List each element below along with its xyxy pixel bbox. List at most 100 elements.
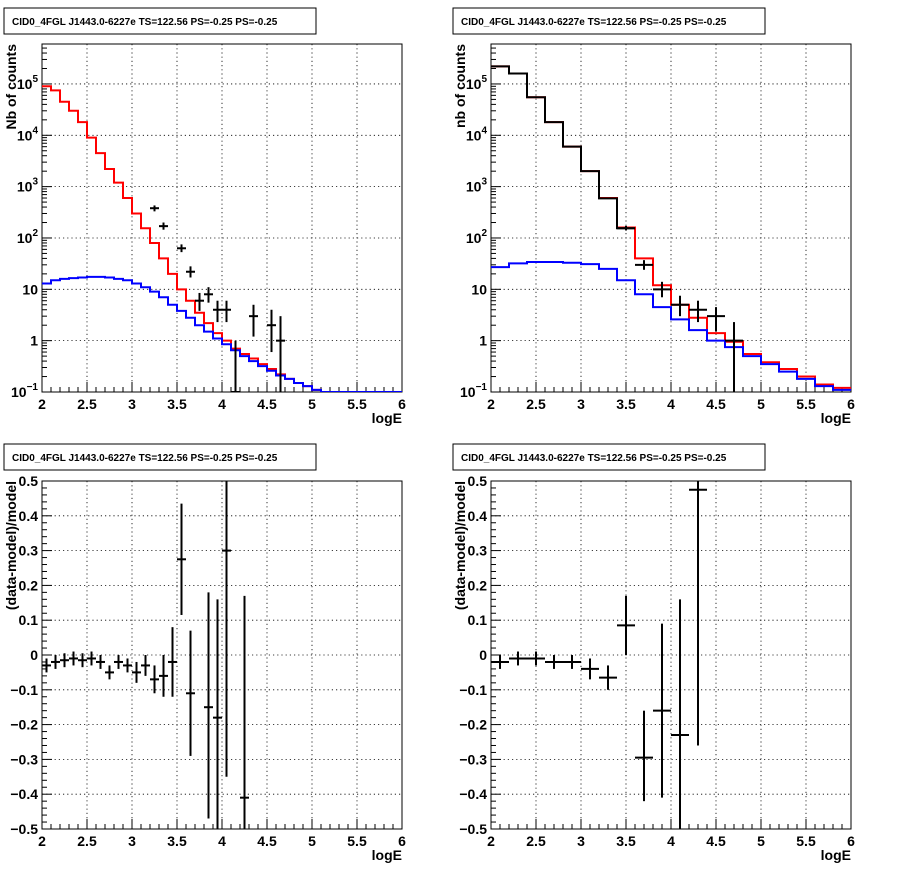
y-tick-label: −0.5	[10, 821, 38, 837]
y-tick-label: 1	[479, 333, 487, 349]
x-tick-label: 2	[38, 396, 46, 412]
series-2-step-line	[491, 65, 635, 230]
data-point	[231, 340, 240, 392]
x-tick-label: 2.5	[77, 833, 97, 849]
x-tick-label: 2.5	[526, 833, 546, 849]
y-tick-exponent: −1	[476, 382, 488, 393]
data-point	[150, 205, 159, 212]
data-point	[96, 655, 105, 669]
y-tick-label: 10−1	[460, 382, 487, 400]
chart-title: CID0_4FGL J1443.0-6227e TS=122.56 PS=-0.…	[12, 17, 278, 28]
x-tick-label: 2	[38, 833, 46, 849]
y-tick-label: 102	[17, 228, 39, 246]
y-tick-label: −0.1	[459, 682, 487, 698]
y-tick-exponent: 2	[481, 228, 487, 239]
y-tick-label: 0.3	[19, 543, 39, 559]
data-point	[213, 300, 222, 323]
y-tick-label: 0.5	[468, 473, 488, 489]
plot-frame	[490, 43, 852, 393]
data-point	[51, 655, 60, 669]
x-tick-label: 3.5	[616, 833, 636, 849]
data-point	[267, 309, 276, 353]
data-point	[276, 316, 285, 392]
x-tick-label: 4	[218, 833, 226, 849]
data-point	[617, 225, 635, 231]
y-tick-base: 10	[11, 384, 27, 400]
spec_right-pad: CID0_4FGL J1443.0-6227e TS=122.56 PS=-0.…	[452, 7, 855, 426]
y-tick-label: 0.1	[19, 612, 39, 628]
data-point	[509, 651, 527, 666]
series-1-step-line	[42, 275, 402, 392]
y-tick-exponent: 5	[481, 74, 487, 85]
data-point	[69, 651, 78, 666]
x-tick-label: 3.5	[167, 833, 187, 849]
y-tick-label: 1	[30, 333, 38, 349]
data-point	[617, 595, 635, 655]
y-tick-label: −0.3	[10, 751, 38, 767]
y-tick-label: 0.3	[468, 543, 488, 559]
data-point	[671, 295, 689, 317]
data-point	[159, 655, 168, 697]
y-tick-label: 0	[30, 647, 38, 663]
plot-area	[42, 85, 402, 392]
data-point	[159, 222, 168, 230]
x-tick-label: 4	[667, 833, 675, 849]
x-tick-label: 5	[308, 396, 316, 412]
y-tick-exponent: −1	[27, 382, 39, 393]
data-point	[653, 281, 671, 298]
y-axis-title: (data-model)/model	[452, 481, 468, 610]
data-point	[177, 244, 186, 253]
resid_left-pad: CID0_4FGL J1443.0-6227e TS=122.56 PS=-0.…	[3, 443, 406, 863]
y-tick-label: 0.2	[19, 577, 39, 593]
plot-frame	[490, 480, 852, 830]
y-tick-label: 0.4	[19, 508, 39, 524]
x-tick-label: 6	[847, 396, 855, 412]
y-tick-label: 104	[466, 125, 488, 143]
x-tick-label: 2	[487, 396, 495, 412]
x-tick-label: 4.5	[706, 833, 726, 849]
plot-area	[491, 481, 707, 829]
y-axis-title: Nb of counts	[3, 44, 19, 130]
data-point	[653, 623, 671, 798]
y-tick-label: −0.2	[10, 717, 38, 733]
series-1-step-line	[491, 261, 851, 391]
x-axis-title: logE	[372, 847, 402, 863]
plot-area	[491, 65, 851, 392]
data-point	[240, 595, 249, 829]
data-point	[132, 661, 141, 683]
data-point	[581, 658, 599, 680]
y-tick-label: 10−1	[11, 382, 38, 400]
y-tick-base: 10	[17, 76, 33, 92]
data-point	[141, 655, 150, 676]
y-tick-label: 102	[466, 228, 488, 246]
data-point	[635, 260, 653, 270]
x-axis-title: logE	[821, 410, 851, 426]
y-tick-base: 10	[466, 230, 482, 246]
y-tick-label: 0.4	[468, 508, 488, 524]
x-tick-label: 2.5	[526, 396, 546, 412]
data-point	[222, 300, 231, 323]
x-tick-label: 6	[398, 396, 406, 412]
chart-title: CID0_4FGL J1443.0-6227e TS=122.56 PS=-0.…	[461, 17, 727, 28]
y-tick-label: 105	[17, 74, 39, 92]
x-tick-label: 6	[847, 833, 855, 849]
y-tick-label: 103	[17, 177, 39, 195]
y-tick-label: 104	[17, 125, 39, 143]
y-tick-label: 0.2	[468, 577, 488, 593]
data-point	[671, 599, 689, 829]
y-tick-label: −0.4	[459, 786, 487, 802]
data-point	[87, 651, 96, 666]
y-tick-label: −0.5	[459, 821, 487, 837]
data-point	[42, 658, 51, 673]
y-tick-base: 10	[17, 230, 33, 246]
y-tick-label: 0.5	[19, 473, 39, 489]
data-point	[213, 599, 222, 829]
y-tick-exponent: 4	[481, 125, 487, 136]
x-tick-label: 5.5	[796, 396, 816, 412]
x-tick-label: 3	[128, 833, 136, 849]
y-tick-label: −0.2	[459, 717, 487, 733]
y-tick-base: 10	[466, 179, 482, 195]
data-point	[78, 653, 87, 668]
x-tick-label: 5	[757, 833, 765, 849]
